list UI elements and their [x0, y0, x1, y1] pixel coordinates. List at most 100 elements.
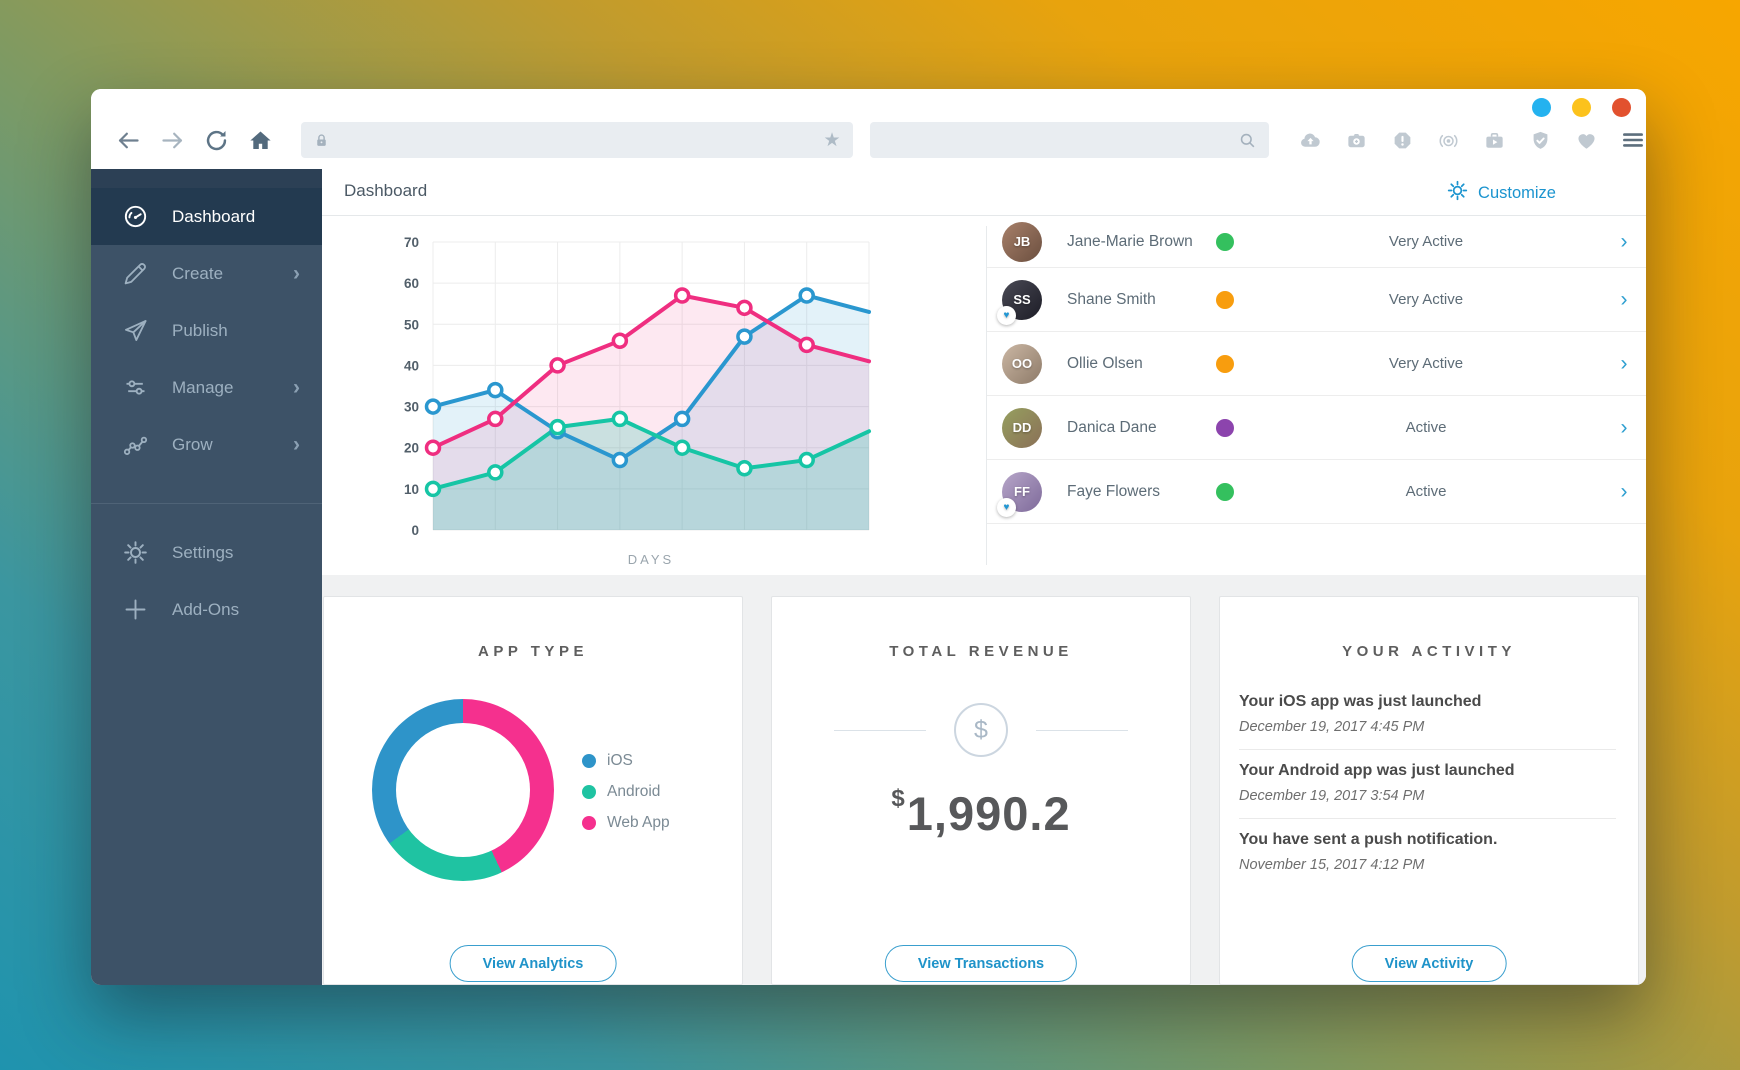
address-bar[interactable]: ★ — [301, 122, 853, 158]
your-activity-card: YOUR ACTIVITY Your iOS app was just laun… — [1219, 596, 1639, 985]
legend-dot — [582, 815, 596, 830]
media-briefcase-icon[interactable] — [1483, 129, 1506, 152]
app-type-card: APP TYPE iOS Android Web App View Analytic… — [323, 596, 743, 985]
svg-text:70: 70 — [404, 235, 419, 250]
sidebar-item-label: Publish — [172, 320, 228, 340]
chevron-right-icon[interactable]: › — [1620, 288, 1628, 311]
status-dot — [1216, 482, 1234, 501]
view-transactions-button[interactable]: View Transactions — [884, 945, 1078, 982]
broadcast-icon[interactable] — [1437, 129, 1460, 152]
chevron-right-icon: › — [293, 433, 300, 456]
user-row-shane-smith[interactable]: SS ♥ Shane Smith Very Active › — [987, 268, 1646, 332]
sidebar-item-label: Settings — [172, 542, 234, 562]
avatar: JB — [1002, 221, 1042, 262]
home-button[interactable] — [247, 127, 274, 154]
user-row-faye-flowers[interactable]: FF ♥ Faye Flowers Active › — [987, 460, 1646, 524]
customize-label: Customize — [1478, 183, 1556, 202]
lock-icon — [313, 132, 330, 149]
user-name: Danica Dane — [1067, 418, 1157, 436]
revenue-value: 1,990.2 — [906, 787, 1071, 840]
app-type-card-title: APP TYPE — [478, 643, 588, 660]
user-status: Active — [1405, 419, 1447, 436]
view-analytics-button[interactable]: View Analytics — [449, 945, 617, 982]
window-dot-red[interactable] — [1612, 98, 1631, 117]
sliders-icon — [122, 374, 149, 401]
view-activity-button[interactable]: View Activity — [1351, 945, 1507, 982]
legend-item-web-app: Web App — [582, 807, 670, 838]
legend-item-android: Android — [582, 776, 670, 807]
chevron-right-icon[interactable]: › — [1620, 352, 1628, 375]
legend-label: iOS — [607, 751, 633, 769]
your-activity-card-title: YOUR ACTIVITY — [1342, 643, 1516, 660]
avatar: SS ♥ — [997, 279, 1042, 325]
status-dot — [1216, 232, 1234, 251]
chevron-right-icon[interactable]: › — [1620, 230, 1628, 253]
sidebar-item-settings[interactable]: Settings — [91, 524, 322, 581]
sidebar-item-create[interactable]: Create › — [91, 245, 322, 302]
svg-text:DAYS: DAYS — [628, 552, 674, 567]
sidebar-item-dashboard[interactable]: Dashboard — [91, 188, 322, 245]
gear-icon — [122, 539, 149, 566]
hamburger-menu-icon[interactable] — [1620, 127, 1646, 153]
status-dot — [1216, 290, 1234, 309]
svg-text:40: 40 — [404, 358, 419, 373]
revenue-divider-row: $ — [772, 703, 1190, 757]
sidebar-item-add-ons[interactable]: Add-Ons — [91, 581, 322, 638]
sidebar-item-manage[interactable]: Manage › — [91, 359, 322, 416]
user-row-ollie-olsen[interactable]: OO Ollie Olsen Very Active › — [987, 332, 1646, 396]
avatar: FF ♥ — [997, 471, 1042, 517]
user-row-jane-marie-brown[interactable]: JB Jane-Marie Brown Very Active › — [987, 216, 1646, 268]
forward-button[interactable] — [159, 127, 186, 154]
user-name: Jane-Marie Brown — [1067, 232, 1193, 250]
alert-icon[interactable] — [1391, 129, 1414, 152]
user-row-danica-dane[interactable]: DD Danica Dane Active › — [987, 396, 1646, 460]
user-status: Very Active — [1388, 233, 1464, 250]
page-header: Dashboard Customize — [322, 169, 1646, 216]
back-button[interactable] — [115, 127, 142, 154]
window-dot-blue[interactable] — [1532, 98, 1551, 117]
dollar-circle-icon: $ — [954, 703, 1008, 757]
sidebar-divider — [91, 503, 322, 504]
user-name: Ollie Olsen — [1067, 354, 1143, 372]
shield-check-icon[interactable] — [1529, 129, 1552, 152]
activity-item: Your Android app was just launched Decemb… — [1239, 750, 1616, 819]
user-activity-list: JB Jane-Marie Brown Very Active › SS ♥ Shane S… — [987, 216, 1646, 575]
svg-text:60: 60 — [404, 276, 419, 291]
legend-dot — [582, 784, 596, 799]
bookmark-star-icon[interactable]: ★ — [823, 129, 841, 151]
activity-date: December 19, 2017 4:45 PM — [1239, 719, 1425, 735]
toolbar-extension-icons — [1299, 129, 1598, 152]
avatar: DD — [1002, 407, 1042, 448]
sidebar-item-label: Grow — [172, 434, 213, 454]
favorite-heart-badge: ♥ — [997, 305, 1016, 325]
activity-date: November 15, 2017 4:12 PM — [1239, 857, 1425, 873]
chevron-right-icon[interactable]: › — [1620, 416, 1628, 439]
refresh-button[interactable] — [203, 127, 230, 154]
customize-button[interactable]: Customize — [1446, 179, 1556, 207]
sidebar-item-grow[interactable]: Grow › — [91, 416, 322, 473]
sidebar-item-label: Add-Ons — [172, 599, 240, 619]
search-bar[interactable] — [869, 122, 1269, 158]
browser-window: ★ Dashboard Create › Publish Manage › Grow › Se… — [91, 89, 1646, 985]
sidebar-item-publish[interactable]: Publish — [91, 302, 322, 359]
cloud-upload-icon[interactable] — [1299, 129, 1322, 152]
dashboard-top-section: 0 10 20 30 40 50 60 70 DAYS JB Jane-Marie Brown Ve… — [322, 216, 1646, 575]
window-controls — [1532, 98, 1631, 117]
camera-icon[interactable] — [1345, 129, 1368, 152]
chevron-right-icon[interactable]: › — [1620, 480, 1628, 503]
user-name: Faye Flowers — [1067, 482, 1161, 500]
gear-icon — [1446, 179, 1469, 207]
page-title: Dashboard — [344, 181, 428, 200]
status-dot — [1216, 418, 1234, 437]
activity-text: Your iOS app was just launched — [1239, 693, 1482, 710]
activity-list: Your iOS app was just launched December 1… — [1239, 681, 1616, 887]
svg-text:10: 10 — [404, 482, 419, 497]
browser-toolbar: ★ — [91, 89, 1646, 169]
line-chart-panel: 0 10 20 30 40 50 60 70 DAYS — [322, 216, 986, 575]
divider-line — [1036, 729, 1128, 731]
activity-text: Your Android app was just launched — [1239, 762, 1515, 779]
svg-text:0: 0 — [411, 523, 419, 538]
heart-icon[interactable] — [1575, 129, 1598, 152]
window-dot-yellow[interactable] — [1572, 98, 1591, 117]
